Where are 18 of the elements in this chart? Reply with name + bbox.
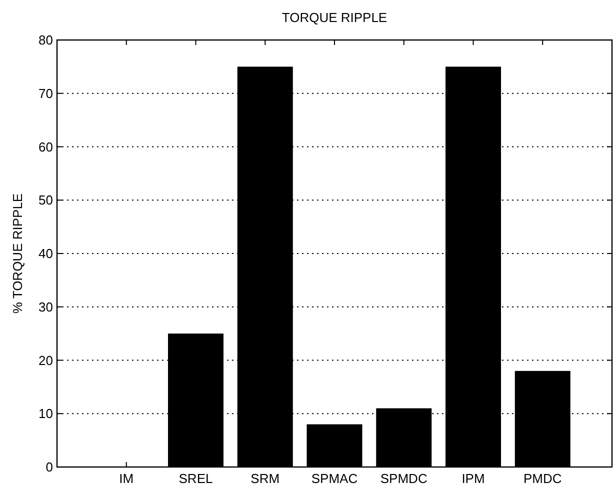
y-tick-label: 40 bbox=[38, 246, 53, 262]
x-tick-label: IPM bbox=[462, 471, 485, 486]
y-tick-label: 50 bbox=[38, 192, 53, 208]
x-tick-label: SREL bbox=[178, 471, 213, 486]
x-tick-label: PMDC bbox=[523, 471, 562, 486]
x-tick-label: SRM bbox=[250, 471, 280, 486]
y-tick-label: 20 bbox=[38, 352, 53, 368]
y-tick-label: 70 bbox=[38, 86, 53, 101]
y-tick-label: 10 bbox=[38, 406, 53, 422]
chart-title: TORQUE RIPPLE bbox=[282, 10, 388, 25]
y-axis-title: % TORQUE RIPPLE bbox=[10, 193, 25, 314]
y-tick-label: 30 bbox=[38, 299, 53, 314]
x-tick-label: SPMAC bbox=[311, 471, 358, 486]
y-tick-label: 0 bbox=[46, 460, 53, 475]
y-tick-label: 60 bbox=[38, 139, 53, 154]
y-tick-label: 80 bbox=[38, 32, 53, 48]
x-tick-label: IM bbox=[119, 471, 134, 486]
x-tick-label: SPMDC bbox=[380, 471, 428, 486]
